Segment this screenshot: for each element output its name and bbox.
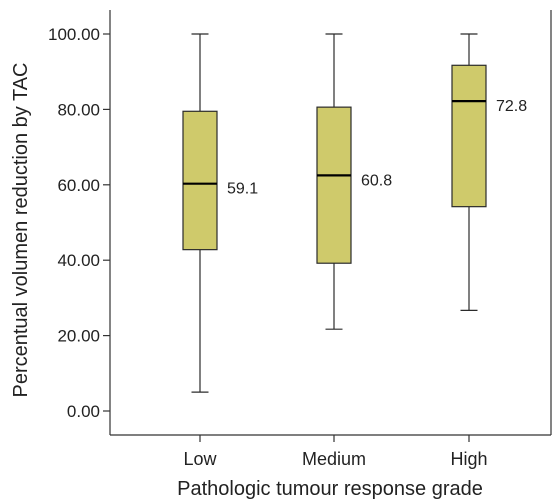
box-high: 72.8	[451, 33, 527, 311]
x-axis: Low Medium High	[183, 435, 488, 469]
y-tick-label: 20.00	[57, 327, 100, 346]
y-tick-label: 60.00	[57, 176, 100, 195]
y-axis-title: Percentual volumen reduction by TAC	[10, 63, 32, 398]
box-low: 59.1	[182, 33, 258, 393]
y-tick-label: 0.00	[67, 402, 100, 421]
mean-label: 72.8	[496, 98, 527, 115]
x-tick-label: Medium	[302, 449, 366, 469]
box-medium: 60.8	[316, 33, 392, 330]
mean-label: 59.1	[227, 181, 258, 198]
mean-label: 60.8	[361, 172, 392, 189]
x-axis-title: Pathologic tumour response grade	[177, 478, 483, 500]
y-tick-label: 40.00	[57, 251, 100, 270]
box-iqr	[182, 110, 218, 251]
box-iqr	[451, 64, 487, 208]
x-tick-label: High	[450, 449, 487, 469]
y-tick-label: 80.00	[57, 100, 100, 119]
plot-frame	[109, 10, 552, 436]
x-tick-label: Low	[183, 449, 217, 469]
y-axis: 0.00 20.00 40.00 60.00 80.00 100.00	[48, 25, 110, 421]
box-series: 59.1 60.8 72.8	[182, 33, 527, 393]
y-tick-label: 100.00	[48, 25, 100, 44]
box-iqr	[316, 106, 352, 264]
